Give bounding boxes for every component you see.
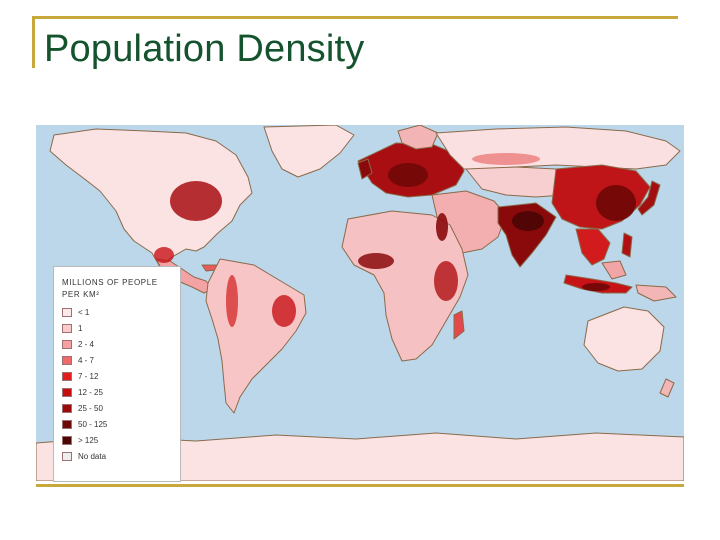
legend-swatch	[62, 356, 72, 365]
legend-item: No data	[62, 451, 178, 463]
legend-swatch	[62, 420, 72, 429]
legend-swatch	[62, 340, 72, 349]
madagascar-island	[453, 310, 465, 340]
hotspot-east-africa	[434, 261, 458, 301]
australia-landmass	[583, 306, 665, 372]
scandinavia-landmass	[397, 125, 439, 150]
world-map-svg	[36, 125, 684, 481]
legend-item: 1	[62, 323, 178, 335]
new-zealand-islands	[659, 378, 675, 398]
legend-label: 1	[78, 324, 83, 333]
legend-title-line2: PER KM²	[62, 290, 100, 299]
southeast-asia-landmass	[575, 228, 611, 266]
legend-swatch	[62, 372, 72, 381]
hotspot-mexico	[154, 247, 174, 263]
legend-label: < 1	[78, 308, 90, 317]
legend-title-line1: MILLIONS OF PEOPLE	[62, 278, 158, 287]
legend-item: 25 - 50	[62, 403, 178, 415]
slide-frame-top-rule	[32, 16, 678, 19]
hotspot-siberia	[472, 153, 540, 165]
legend-swatch	[62, 324, 72, 333]
antarctica-landmass	[36, 432, 684, 481]
legend-item: 12 - 25	[62, 387, 178, 399]
legend-item: 7 - 12	[62, 371, 178, 383]
hotspot-eastern-us	[170, 181, 222, 221]
slide-title: Population Density	[44, 28, 365, 70]
legend-label: No data	[78, 452, 107, 461]
japan-islands	[637, 180, 661, 216]
borneo-island	[601, 260, 627, 280]
legend-item: 2 - 4	[62, 339, 178, 351]
legend-label: 7 - 12	[78, 372, 99, 381]
map-legend: MILLIONS OF PEOPLE PER KM² < 1 1 2 - 4 4 - …	[53, 266, 181, 482]
north-asia-landmass	[435, 126, 681, 170]
hotspot-ganges	[512, 211, 544, 231]
hotspot-west-africa	[358, 253, 394, 269]
uk-ireland	[357, 158, 373, 180]
hotspot-nile	[436, 213, 448, 241]
legend-item: < 1	[62, 307, 178, 319]
legend-label: 50 - 125	[78, 420, 108, 429]
hotspot-central-europe	[388, 163, 428, 187]
legend-label: 25 - 50	[78, 404, 103, 413]
legend-label: > 125	[78, 436, 99, 445]
legend-label: 12 - 25	[78, 388, 103, 397]
legend-swatch	[62, 308, 72, 317]
legend-swatch	[62, 388, 72, 397]
legend-swatch	[62, 452, 72, 461]
greenland-landmass	[263, 125, 355, 178]
hotspot-andes	[226, 275, 238, 327]
legend-swatch	[62, 436, 72, 445]
philippines-islands	[621, 232, 633, 258]
hotspot-java	[582, 283, 610, 291]
south-america-landmass	[205, 258, 307, 414]
hotspot-brazil-coast	[272, 295, 296, 327]
new-guinea-island	[635, 284, 677, 302]
legend-swatch	[62, 404, 72, 413]
legend-title: MILLIONS OF PEOPLE PER KM²	[62, 277, 178, 301]
slide-frame-left-rule	[32, 16, 35, 68]
legend-item: 50 - 125	[62, 419, 178, 431]
legend-item: 4 - 7	[62, 355, 178, 367]
north-america-landmass	[49, 128, 253, 268]
legend-item: > 125	[62, 435, 178, 447]
legend-label: 4 - 7	[78, 356, 95, 365]
hotspot-east-china	[596, 185, 636, 221]
legend-label: 2 - 4	[78, 340, 95, 349]
slide-bottom-rule	[36, 484, 684, 487]
